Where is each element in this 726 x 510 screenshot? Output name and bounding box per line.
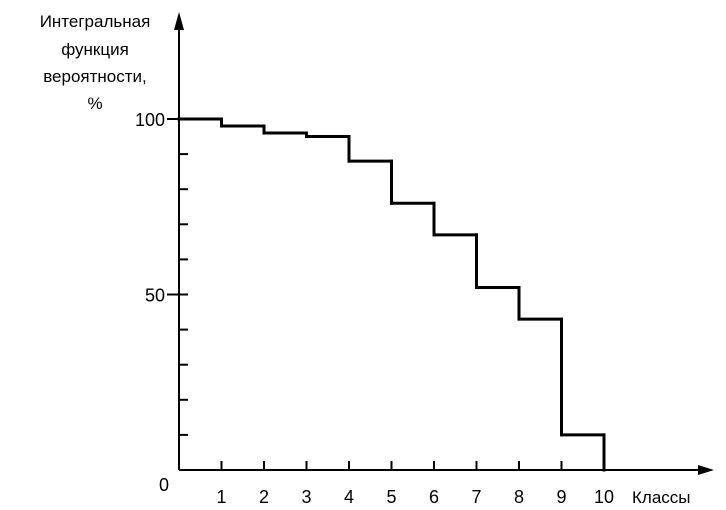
x-axis-label: Классы — [632, 488, 691, 507]
x-tick-label: 1 — [216, 487, 226, 507]
x-ticks: 1 2 3 4 5 6 7 8 9 10 — [216, 461, 614, 507]
y-axis-label-line-4: % — [87, 94, 102, 113]
x-tick-label: 6 — [429, 487, 439, 507]
x-tick-label: 5 — [386, 487, 396, 507]
y-ticks: 0 50 100 — [135, 110, 188, 495]
y-tick-label: 50 — [145, 286, 165, 306]
x-tick-label: 3 — [301, 487, 311, 507]
x-tick-label: 2 — [259, 487, 269, 507]
y-axis-arrow-icon — [174, 12, 184, 30]
y-tick-label: 0 — [159, 475, 169, 495]
y-tick-label: 100 — [135, 110, 165, 130]
axes — [174, 12, 714, 475]
x-tick-label: 8 — [514, 487, 524, 507]
y-axis-label-line-3: вероятности, — [43, 67, 147, 86]
x-tick-label: 7 — [471, 487, 481, 507]
x-axis-arrow-icon — [698, 465, 714, 475]
x-tick-label: 9 — [556, 487, 566, 507]
y-axis-label-line-1: Интегральная — [40, 12, 151, 31]
x-tick-label: 10 — [594, 487, 614, 507]
x-tick-label: 4 — [344, 487, 354, 507]
y-axis-label-line-2: функция — [61, 40, 129, 59]
series — [177, 117, 606, 472]
